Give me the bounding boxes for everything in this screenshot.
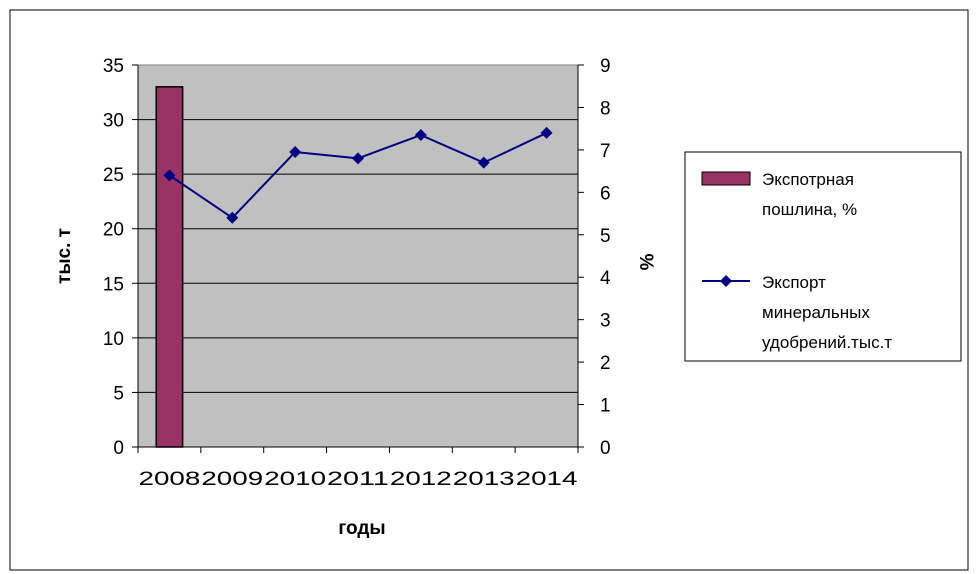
- x-tick-label: 2009: [201, 469, 263, 490]
- axes: [137, 65, 579, 448]
- y-tick-right-label: 3: [600, 311, 611, 332]
- y-tick-right-label: 8: [600, 98, 611, 119]
- y-tick-left-label: 30: [103, 111, 124, 132]
- y-tick-right-label: 2: [600, 353, 611, 374]
- x-axis-ticks: 2008 2009 2010 2011 2012 2013 2014: [137, 447, 579, 490]
- line-point: [540, 126, 553, 139]
- x-tick-label: 2011: [327, 469, 389, 490]
- x-tick-label: 2008: [139, 469, 201, 490]
- y-tick-left-label: 10: [103, 329, 124, 350]
- bar-series: [155, 86, 184, 448]
- y-axis-right-ticks: 0 1 2 3 4 5 6 7 8 9: [578, 56, 611, 459]
- y-tick-left-label: 20: [103, 220, 124, 241]
- line-point: [477, 156, 490, 169]
- y-tick-right-label: 1: [600, 396, 611, 417]
- line-point: [352, 152, 364, 165]
- legend-bar-label-line1: Экспотрная: [762, 170, 854, 189]
- bar: [155, 86, 184, 448]
- y-tick-right-label: 4: [600, 268, 611, 289]
- y-tick-left-label: 5: [113, 383, 124, 404]
- y-tick-left-label: 15: [103, 274, 124, 295]
- legend-line-label-line2: минеральных: [762, 303, 870, 322]
- x-tick-label: 2012: [390, 469, 452, 490]
- y-tick-right-label: 9: [600, 56, 611, 77]
- legend: Экспотрная пошлина, % Экспорт минеральны…: [684, 151, 962, 362]
- plot-area: [138, 65, 578, 447]
- legend-box: [684, 151, 962, 362]
- y-axis-right-title: %: [635, 254, 656, 271]
- y-tick-right-label: 5: [600, 226, 611, 247]
- legend-line-label-line3: удобрений.тыс.т: [762, 333, 892, 352]
- legend-bar-label-line2: пошлина, %: [762, 200, 857, 219]
- legend-bar-swatch: [701, 171, 751, 186]
- legend-line-label-line1: Экспорт: [762, 273, 826, 292]
- line-point: [226, 211, 239, 224]
- x-tick-label: 2014: [516, 469, 578, 490]
- y-tick-right-label: 7: [600, 141, 611, 162]
- line-point: [289, 146, 302, 159]
- y-tick-right-label: 0: [600, 438, 611, 459]
- line-point: [163, 169, 176, 182]
- legend-line-marker: [720, 275, 732, 287]
- line-series: [163, 126, 553, 224]
- y-tick-left-label: 35: [103, 56, 124, 77]
- line-point: [414, 129, 427, 142]
- y-axis-left-ticks: 0 5 10 15 20 25 30 35: [103, 56, 138, 459]
- y-axis-left-title: тыс. т: [54, 228, 75, 284]
- x-tick-label: 2010: [264, 469, 326, 490]
- y-tick-left-label: 0: [113, 438, 124, 459]
- y-tick-right-label: 6: [600, 183, 611, 204]
- y-tick-left-label: 25: [103, 165, 124, 186]
- x-axis-title: годы: [338, 518, 385, 539]
- x-tick-label: 2013: [453, 469, 515, 490]
